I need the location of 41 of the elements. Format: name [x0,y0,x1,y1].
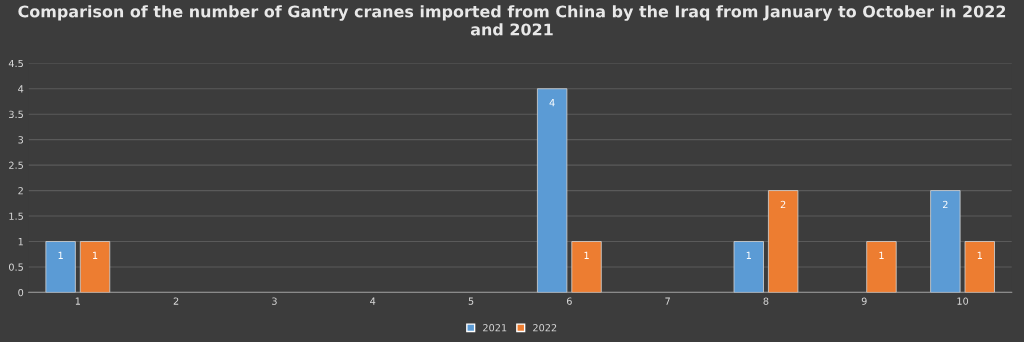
chart-title: Comparison of the number of Gantry cranes imported from China by the Iraq from January to October in 2022 and 2021 [18,5,1006,36]
data-label: 1 [58,251,63,259]
bar [767,190,799,293]
x-tick-label: 1 [75,297,81,305]
data-label: 1 [977,251,982,259]
x-tick-label: 9 [861,297,867,305]
legend-label: 2022 [533,324,557,332]
bar [536,88,568,293]
y-tick-label: 3.5 [9,110,23,119]
y-tick-label: 3 [18,136,24,144]
y-tick-label: 4 [18,85,24,93]
y-tick-label: 1.5 [9,212,23,220]
y-tick-label: 4.5 [8,59,23,68]
bar [571,241,602,293]
bar [45,241,76,293]
data-label: 4 [549,99,555,107]
x-tick-label: 2 [173,297,179,305]
x-tick-label: 8 [763,297,769,305]
x-tick-label: 4 [370,297,376,305]
data-label: 1 [584,251,589,259]
y-tick-label: 2 [18,187,23,195]
x-tick-label: 10 [957,297,969,305]
x-tick-label: 7 [665,297,670,305]
bar [930,190,961,293]
x-tick-label: 3 [272,297,277,305]
bar [733,241,764,293]
bar [79,241,111,293]
data-label: 2 [942,200,948,208]
y-tick-label: 0 [18,288,24,297]
data-label: 2 [780,200,786,208]
data-label: 1 [879,251,884,259]
bar [964,241,995,293]
data-label: 1 [746,251,751,259]
x-tick-label: 6 [566,297,572,305]
y-tick-label: 0.5 [8,263,23,271]
data-label: 1 [93,251,98,259]
y-tick-label: 1 [18,238,23,246]
legend-label: 2021 [483,324,507,332]
y-tick-label: 2.5 [9,161,23,169]
x-tick-label: 5 [468,297,474,305]
bar [866,241,897,293]
